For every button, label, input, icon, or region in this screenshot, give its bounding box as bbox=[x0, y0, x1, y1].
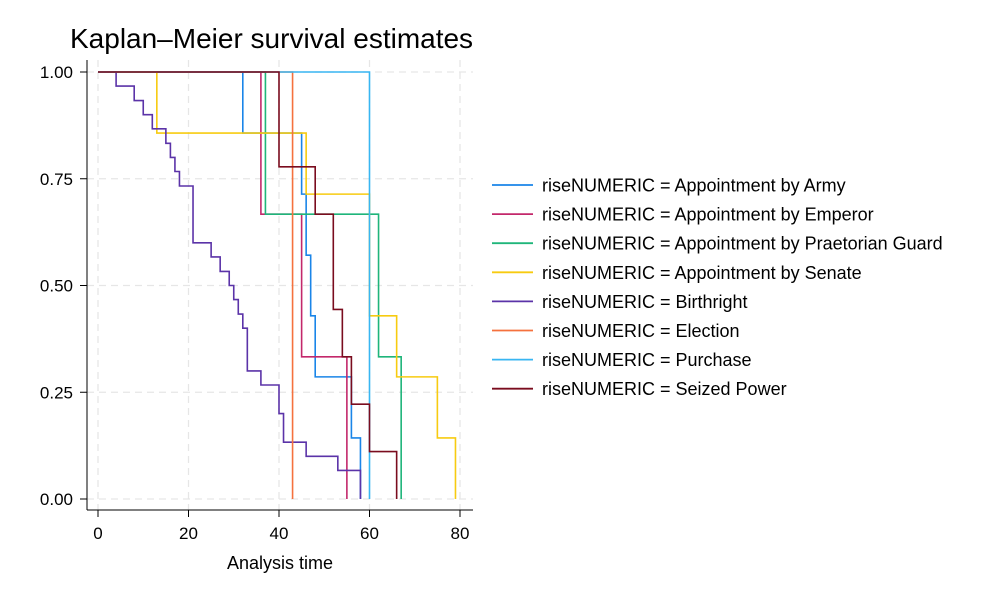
legend-label: riseNUMERIC = Purchase bbox=[542, 350, 752, 370]
x-ticks: 0 20 40 60 80 bbox=[93, 510, 469, 543]
legend: riseNUMERIC = Appointment by Army riseNUM… bbox=[492, 176, 943, 399]
legend-label: riseNUMERIC = Birthright bbox=[542, 292, 748, 312]
series-layer bbox=[98, 71, 457, 499]
legend-label: riseNUMERIC = Appointment by Emperor bbox=[542, 205, 874, 225]
y-tick-label: 0.00 bbox=[40, 490, 73, 509]
legend-label: riseNUMERIC = Appointment by Praetorian … bbox=[542, 234, 943, 254]
x-tick-label: 20 bbox=[179, 524, 198, 543]
chart-title: Kaplan–Meier survival estimates bbox=[70, 23, 473, 54]
legend-label: riseNUMERIC = Seized Power bbox=[542, 379, 787, 399]
y-tick-label: 0.75 bbox=[40, 170, 73, 189]
series-line-7 bbox=[98, 71, 398, 499]
y-tick-label: 1.00 bbox=[40, 63, 73, 82]
grid bbox=[87, 60, 473, 510]
y-tick-label: 0.25 bbox=[40, 383, 73, 402]
legend-label: riseNUMERIC = Election bbox=[542, 321, 740, 341]
x-axis-label: Analysis time bbox=[227, 553, 333, 573]
x-tick-label: 60 bbox=[360, 524, 379, 543]
series-line-4 bbox=[98, 71, 362, 499]
legend-label: riseNUMERIC = Appointment by Army bbox=[542, 176, 846, 196]
y-ticks: 0.00 0.25 0.50 0.75 1.00 bbox=[40, 63, 87, 509]
y-tick-label: 0.50 bbox=[40, 277, 73, 296]
x-tick-label: 40 bbox=[270, 524, 289, 543]
x-tick-label: 0 bbox=[93, 524, 102, 543]
x-tick-label: 80 bbox=[451, 524, 470, 543]
legend-label: riseNUMERIC = Appointment by Senate bbox=[542, 263, 862, 283]
